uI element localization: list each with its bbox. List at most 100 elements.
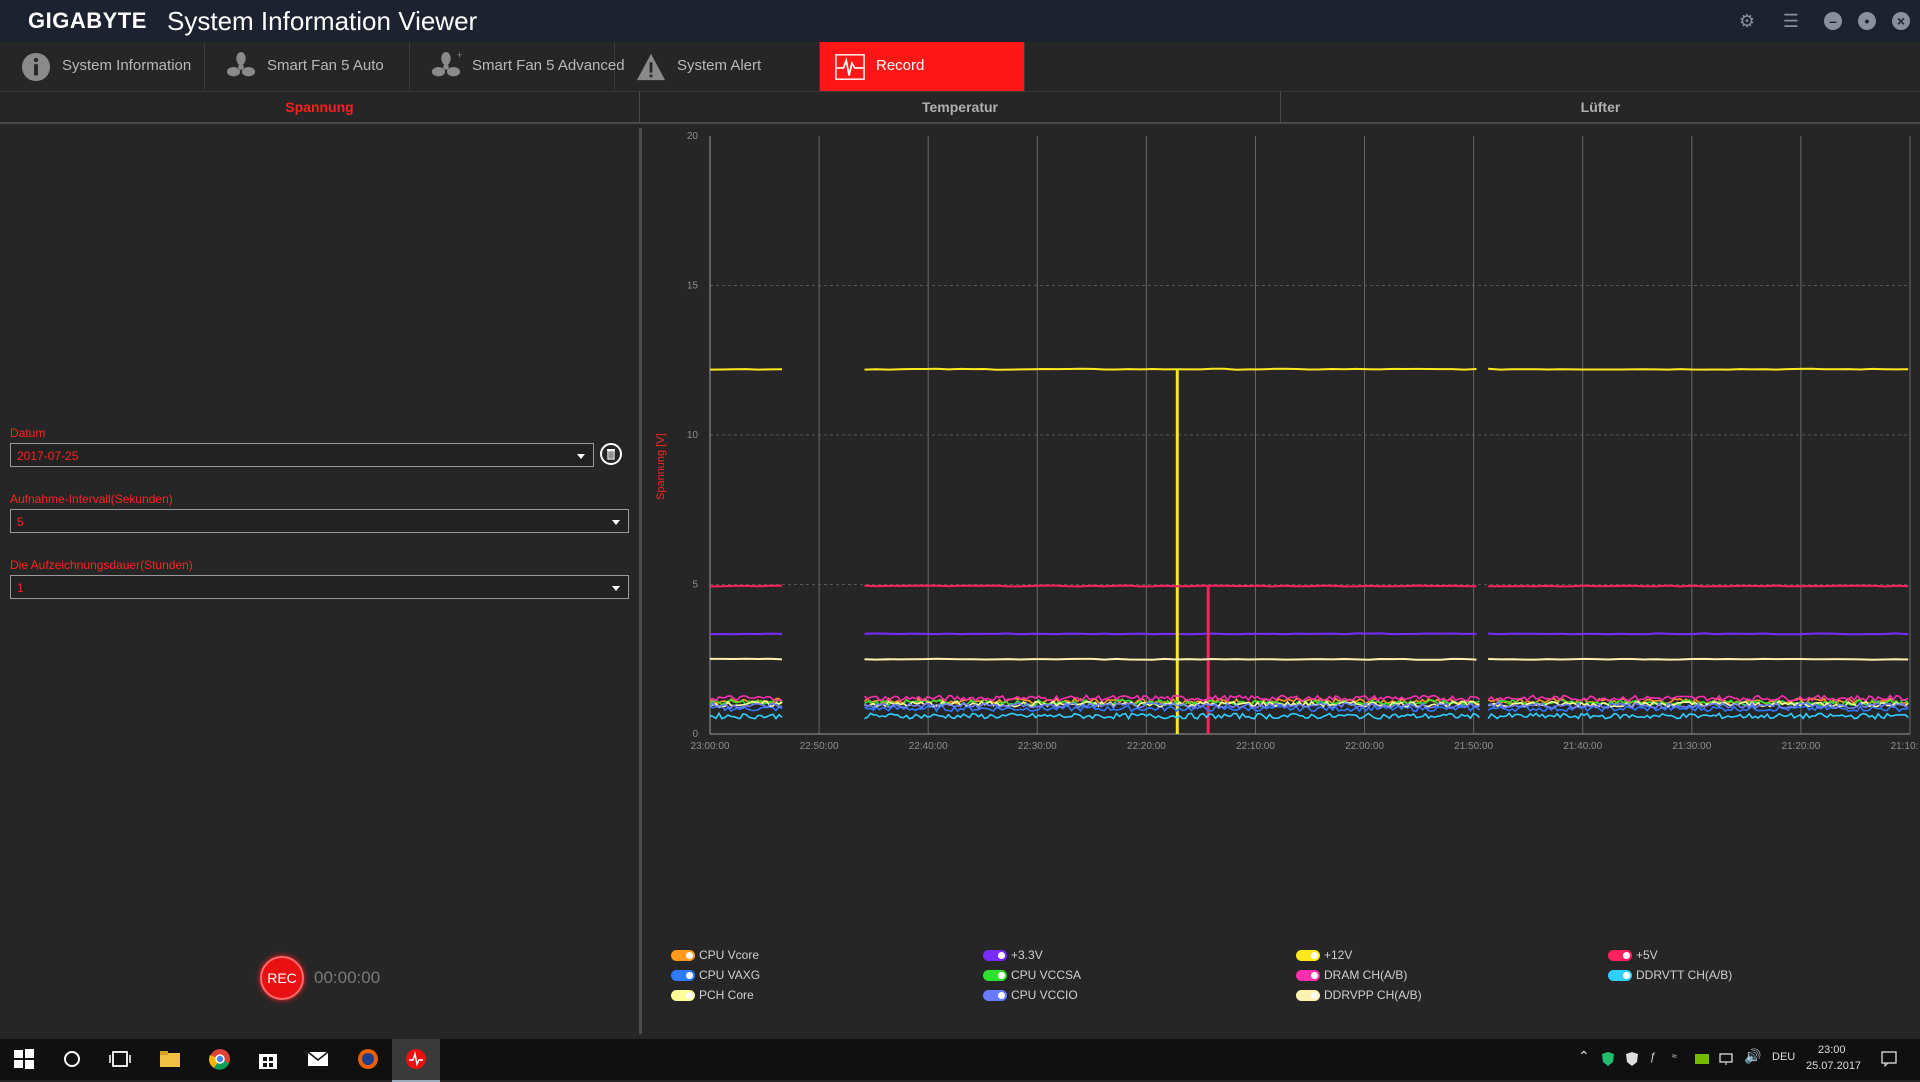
file-explorer-icon[interactable] (158, 1047, 182, 1071)
legend-toggle-icon[interactable] (983, 990, 1007, 1001)
chrome-icon[interactable] (208, 1047, 232, 1071)
action-center-icon[interactable] (1880, 1050, 1898, 1068)
pulse-icon (835, 54, 865, 80)
x-tick-label: 21:30:00 (1672, 741, 1711, 752)
shield-icon[interactable] (1600, 1051, 1616, 1067)
restore-icon[interactable]: • (1858, 12, 1876, 30)
record-subtabs: Spannung Temperatur Lüfter (0, 92, 1920, 124)
clock-time[interactable]: 23:00 (1818, 1044, 1846, 1056)
legend-toggle-icon[interactable] (671, 970, 695, 981)
duration-select[interactable]: 1 (10, 575, 629, 599)
minimize-icon[interactable]: – (1824, 12, 1842, 30)
date-label: Datum (10, 426, 46, 440)
close-icon[interactable]: × (1892, 12, 1910, 30)
interval-select[interactable]: 5 (10, 509, 629, 533)
tab-record[interactable]: Record (820, 42, 1025, 91)
legend-toggle-icon[interactable] (983, 970, 1007, 981)
legend-toggle-icon[interactable] (671, 990, 695, 1001)
series-line-dram-ch-a-b- (709, 695, 782, 702)
voltage-chart: 23:00:00 22:50:00 22:40:00 22:30:00 22:20:00… (687, 131, 1918, 752)
nvidia-icon[interactable] (1694, 1051, 1710, 1067)
series-line-cpu-vccio (863, 702, 1480, 710)
record-button[interactable]: REC (260, 956, 304, 1000)
legend-toggle-icon[interactable] (983, 950, 1007, 961)
x-tick-label: 21:10:00 (1891, 741, 1918, 752)
network-speed-icon[interactable]: ≈ (1672, 1051, 1677, 1061)
series-line-ddrvpp-ch-a-b- (1488, 657, 1909, 661)
series-line--12v (709, 368, 783, 371)
firefox-icon[interactable] (356, 1047, 380, 1071)
network-icon[interactable] (1718, 1051, 1734, 1067)
brand-logo: GIGABYTE (28, 8, 147, 33)
x-tick-label: 22:00:00 (1345, 741, 1384, 752)
chart-legend: CPU Vcore +3.3V +12V +5V CPU VAXG CPU VCCSA DR… (0, 948, 1920, 1008)
clock-date[interactable]: 25.07.2017 (1806, 1060, 1862, 1072)
x-tick-label: 21:50:00 (1454, 741, 1493, 752)
tab-smart-fan-advanced[interactable]: + Smart Fan 5 Advanced (410, 42, 625, 91)
series-line-pch-core (864, 700, 1480, 708)
legend-label: CPU VAXG (699, 968, 761, 982)
search-icon[interactable] (60, 1047, 84, 1071)
language-indicator[interactable]: DEU (1772, 1051, 1796, 1063)
y-tick-label: 15 (687, 281, 699, 292)
date-select[interactable]: 2017-07-25 (10, 443, 594, 467)
tab-temperatur[interactable]: Temperatur (922, 99, 998, 115)
x-tick-label: 22:30:00 (1018, 741, 1057, 752)
mail-icon[interactable] (306, 1047, 330, 1071)
series-line--3-3v (864, 632, 1477, 636)
series-line-ddrvtt-ch-a-b- (864, 712, 1481, 721)
tab-luefter[interactable]: Lüfter (1580, 99, 1621, 115)
subtab-divider (639, 92, 640, 122)
tab-system-information[interactable]: System Information (0, 42, 205, 91)
task-view-icon[interactable] (108, 1047, 132, 1071)
legend-label: +3.3V (1011, 948, 1043, 962)
series-line--5v (1488, 584, 1909, 588)
chevron-down-icon (612, 520, 620, 525)
legend-label: DDRVPP CH(A/B) (1324, 988, 1422, 1002)
tab-spannung[interactable]: Spannung (285, 99, 354, 115)
legend-label: PCH Core (699, 988, 754, 1002)
legend-label: +12V (1324, 948, 1353, 962)
trash-icon (607, 449, 615, 460)
legend-toggle-icon[interactable] (1296, 970, 1320, 981)
audio-driver-icon[interactable]: ƒ (1650, 1051, 1657, 1063)
gear-icon[interactable]: ⚙ (1738, 11, 1756, 31)
x-tick-label: 22:10:00 (1236, 741, 1275, 752)
series-line-cpu-vaxg (1487, 704, 1909, 713)
legend-toggle-icon[interactable] (1608, 970, 1632, 981)
duration-value: 1 (17, 581, 24, 595)
legend-label: CPU VCCIO (1011, 988, 1078, 1002)
tab-label: System Alert (677, 57, 762, 74)
chevron-down-icon (612, 586, 620, 591)
x-tick-label: 22:40:00 (909, 741, 948, 752)
store-icon[interactable] (256, 1047, 280, 1071)
series-line--5v (709, 584, 783, 588)
x-tick-label: 23:00:00 (691, 741, 730, 752)
x-tick-label: 21:40:00 (1563, 741, 1602, 752)
fan-plus-icon: + (431, 52, 462, 77)
security-icon[interactable] (1624, 1051, 1640, 1067)
tab-smart-fan-auto[interactable]: Smart Fan 5 Auto (205, 42, 410, 91)
delete-record-button[interactable] (600, 443, 622, 465)
legend-toggle-icon[interactable] (1608, 950, 1632, 961)
windows-start-icon[interactable] (12, 1047, 36, 1071)
record-timer: 00:00:00 (314, 968, 381, 987)
series-line--5v (864, 584, 1477, 588)
series-line--3-3v (1488, 632, 1909, 636)
legend-toggle-icon[interactable] (1296, 950, 1320, 961)
gigabyte-siv-icon[interactable] (404, 1047, 428, 1071)
tab-system-alert[interactable]: System Alert (615, 42, 820, 91)
date-value: 2017-07-25 (17, 449, 79, 463)
volume-icon[interactable]: 🔊 (1744, 1048, 1762, 1064)
app-title: System Information Viewer (167, 6, 478, 36)
series-line-ddrvtt-ch-a-b- (1487, 712, 1909, 720)
title-bar: GIGABYTE System Information Viewer ⚙ ☰ –… (0, 0, 1920, 42)
series-line-ddrvtt-ch-a-b- (709, 711, 783, 720)
chevron-up-icon[interactable]: ⌃ (1578, 1048, 1590, 1064)
legend-toggle-icon[interactable] (1296, 990, 1320, 1001)
legend-label: +5V (1636, 948, 1658, 962)
legend-toggle-icon[interactable] (671, 950, 695, 961)
legend-label: CPU VCCSA (1011, 968, 1082, 982)
list-icon[interactable]: ☰ (1782, 11, 1800, 31)
duration-label: Die Aufzeichnungsdauer(Stunden) (10, 558, 193, 572)
